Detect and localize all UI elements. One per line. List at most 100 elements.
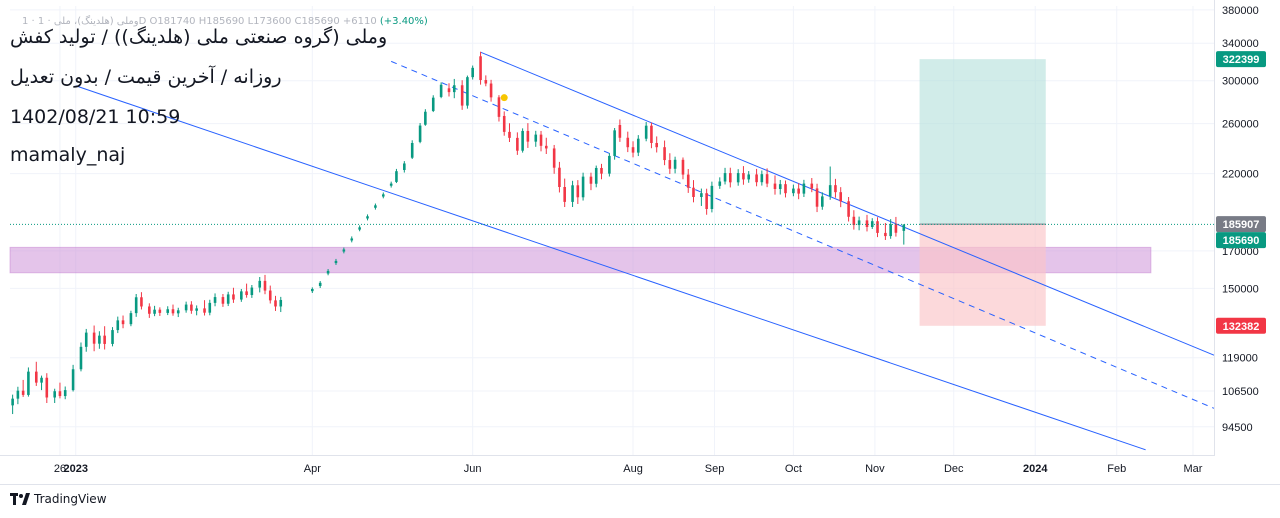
candle-body [342,249,346,252]
candle-body [166,309,170,313]
candle-body [778,184,782,190]
candle-body [673,159,677,169]
candle [502,111,506,136]
candle-body [63,390,67,397]
candle-body [526,130,530,142]
candle [395,168,398,184]
candle-body [686,174,690,188]
candle-body [71,369,75,391]
candle [166,306,170,316]
price-badge-label: 132382 [1223,321,1260,333]
candle [571,180,574,208]
price-tick-label: 300000 [1222,76,1259,88]
candle-body [736,173,740,183]
candle [581,172,585,201]
candle-body [148,306,151,314]
candle-body [140,297,143,307]
candle-body [784,184,787,194]
chart-zones [9,59,1152,326]
candle [232,287,235,303]
candle [521,128,524,153]
candle-body [516,137,519,151]
tradingview-branding[interactable]: TradingView [10,492,107,506]
candle [589,172,593,191]
candle-body [589,176,593,184]
candle-body [203,308,206,313]
candle-body [431,97,435,111]
profit-zone [919,59,1046,225]
candle [226,291,230,307]
candle-body [116,320,120,331]
candle [279,296,283,313]
candle-body [747,174,750,180]
candle-body [84,332,88,347]
candle-body [797,188,800,194]
candle-body [839,192,843,202]
candle [681,157,685,180]
candle-body [232,294,235,300]
candle [195,305,198,316]
candle-body [447,88,451,93]
candle-body [158,309,162,313]
candle-body [552,148,556,168]
candle [594,165,598,188]
ohlc-values: 1 · وملی (هلدینگ)، ملی · 1D O181740 H185… [22,16,377,27]
candle [700,188,703,206]
candle-body [650,125,653,143]
price-badge-bg [1216,317,1266,334]
candle [847,196,850,222]
candle [608,153,611,177]
candle-body [374,205,377,208]
candle [526,123,530,148]
candle-body [334,260,338,264]
candle [274,295,277,311]
candle-body [245,291,248,296]
candle-body [668,160,672,169]
candle-body [111,330,114,344]
candle-body [644,125,648,139]
candle [447,83,451,97]
candle-body [358,227,361,230]
candle [516,132,519,155]
candle [765,168,769,188]
candle-body [655,142,658,148]
candle [121,315,125,329]
candle [84,328,88,352]
time-tick-label: 26 [54,463,66,475]
candle-body [92,332,96,344]
candle [563,178,566,208]
candle-body [479,56,482,81]
candle [834,178,837,198]
time-tick-label: Apr [304,463,321,475]
candle [884,222,887,240]
candle-body [700,193,703,197]
candle [471,65,474,80]
candle [134,294,138,317]
candle-body [692,187,695,197]
candle-body [460,85,464,106]
candle [784,180,787,198]
event-marker [500,94,508,102]
candle-body [718,181,722,186]
price-badge: 322399 [1216,51,1266,68]
candle [374,203,377,210]
candle [810,178,814,193]
candle [618,119,622,142]
price-axis[interactable]: 94500 106500 119000 150000 170000 220000 26000… [1214,0,1267,456]
channel-lines[interactable] [75,51,1215,451]
candle-body [755,174,758,183]
candle-body [226,294,230,304]
candle [558,161,561,193]
candle [45,373,49,404]
chart-settings-text: روزانه / آخرین قیمت / بدون تعدیل [10,66,282,88]
candle [63,386,67,400]
price-tick-label: 340000 [1222,38,1259,50]
candle-body [576,185,580,198]
candle-body [418,125,422,142]
candle [839,187,843,208]
candle [686,169,690,193]
candle [190,301,193,314]
candle [240,288,243,302]
